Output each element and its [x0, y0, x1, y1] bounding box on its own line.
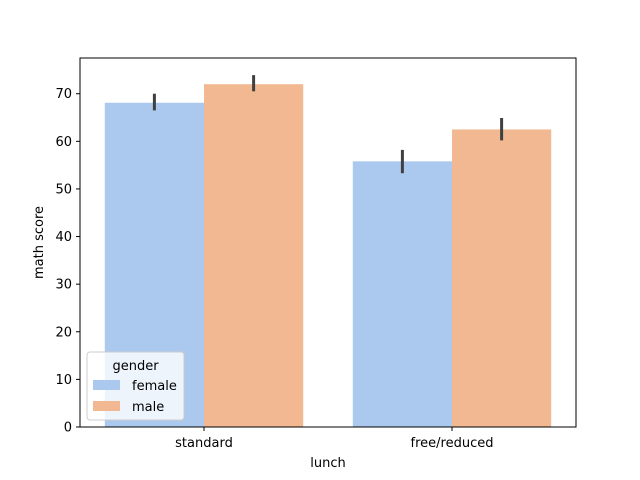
y-tick-label: 40: [55, 230, 72, 245]
x-axis-ticks: standard free/reduced: [175, 427, 493, 451]
bar-male-0: [204, 84, 304, 427]
y-tick-label: 30: [55, 278, 72, 293]
legend-swatch-male: [93, 401, 120, 411]
bars-layer: [104, 84, 552, 428]
y-axis-label: math score: [32, 206, 47, 279]
y-axis-ticks: 0 10 20 30 40 50 60 70: [55, 87, 80, 436]
x-tick-label: free/reduced: [411, 436, 494, 451]
legend-entries: female male: [93, 379, 177, 415]
y-tick-label: 10: [55, 373, 72, 388]
y-tick-label: 60: [55, 135, 72, 150]
x-tick-label: standard: [175, 436, 233, 451]
legend-label-male: male: [132, 400, 164, 415]
plot-frame: [79, 57, 577, 428]
y-tick-label: 70: [55, 87, 72, 102]
legend-label-female: female: [132, 379, 177, 394]
error-bars-layer: [152, 75, 504, 174]
bar-male-1: [452, 129, 552, 428]
legend-swatch-female: [93, 380, 120, 390]
x-axis-label: lunch: [310, 456, 345, 471]
legend: gender female male: [86, 351, 185, 421]
y-tick-label: 20: [55, 325, 72, 340]
y-tick-label: 0: [64, 421, 72, 436]
y-tick-label: 50: [55, 182, 72, 197]
bar-female-1: [352, 161, 452, 427]
legend-title: gender: [112, 359, 159, 374]
